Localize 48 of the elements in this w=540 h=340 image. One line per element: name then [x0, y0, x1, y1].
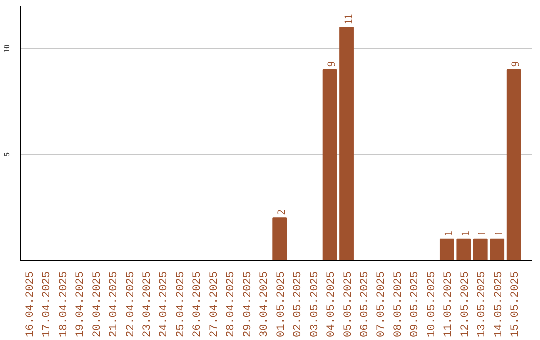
x-tick-label: 03.05.2025	[309, 271, 322, 338]
x-tick-label: 06.05.2025	[360, 271, 372, 338]
y-tick-label: 5	[2, 152, 12, 157]
data-label: 1	[493, 230, 506, 236]
x-tick-label: 29.04.2025	[242, 271, 254, 338]
x-tick-label: 28.04.2025	[226, 271, 238, 338]
x-tick-label: 17.04.2025	[42, 271, 54, 338]
x-tick-label: 07.05.2025	[376, 271, 388, 338]
x-tick-label: 04.05.2025	[326, 271, 338, 338]
x-tick-label: 13.05.2025	[476, 271, 489, 338]
data-label: 9	[510, 61, 522, 67]
x-tick-label: 15.05.2025	[510, 271, 522, 338]
x-tick-label: 21.04.2025	[108, 271, 121, 338]
x-tick-label: 22.04.2025	[125, 271, 138, 338]
x-tick-label: 08.05.2025	[392, 271, 405, 338]
x-tick-label: 01.05.2025	[276, 271, 288, 338]
bar	[456, 238, 472, 260]
x-tick-label: 02.05.2025	[292, 271, 305, 338]
bar	[340, 27, 354, 260]
x-tick-label: 23.04.2025	[142, 271, 154, 338]
bar	[490, 238, 505, 260]
data-label: 1	[443, 230, 456, 236]
data-label: 1	[476, 230, 489, 236]
x-tick-label: 25.04.2025	[175, 271, 188, 338]
x-tick-label: 27.04.2025	[208, 271, 221, 338]
x-tick-label: 30.04.2025	[259, 271, 272, 338]
bar	[473, 238, 488, 260]
x-tick-label: 19.04.2025	[75, 271, 88, 338]
data-label: 2	[276, 210, 288, 216]
x-tick-label: 11.05.2025	[443, 271, 456, 338]
y-tick-label: 10	[2, 44, 12, 53]
x-tick-label: 16.04.2025	[24, 271, 37, 338]
data-label: 11	[342, 14, 355, 25]
x-tick-label: 09.05.2025	[410, 271, 422, 338]
bar	[440, 238, 454, 260]
x-tick-label: 24.04.2025	[158, 271, 171, 338]
x-tick-label: 26.04.2025	[192, 271, 204, 338]
data-label: 9	[326, 61, 338, 67]
x-tick-label: 14.05.2025	[493, 271, 506, 338]
data-label: 1	[460, 230, 472, 236]
x-tick-label: 12.05.2025	[460, 271, 472, 338]
bar	[322, 70, 338, 260]
x-tick-label: 18.04.2025	[58, 271, 70, 338]
x-tick-label: 10.05.2025	[426, 271, 438, 338]
bar	[506, 70, 522, 260]
x-tick-label: 20.04.2025	[92, 271, 104, 338]
x-tick-label: 05.05.2025	[342, 271, 355, 338]
bar	[272, 218, 288, 260]
